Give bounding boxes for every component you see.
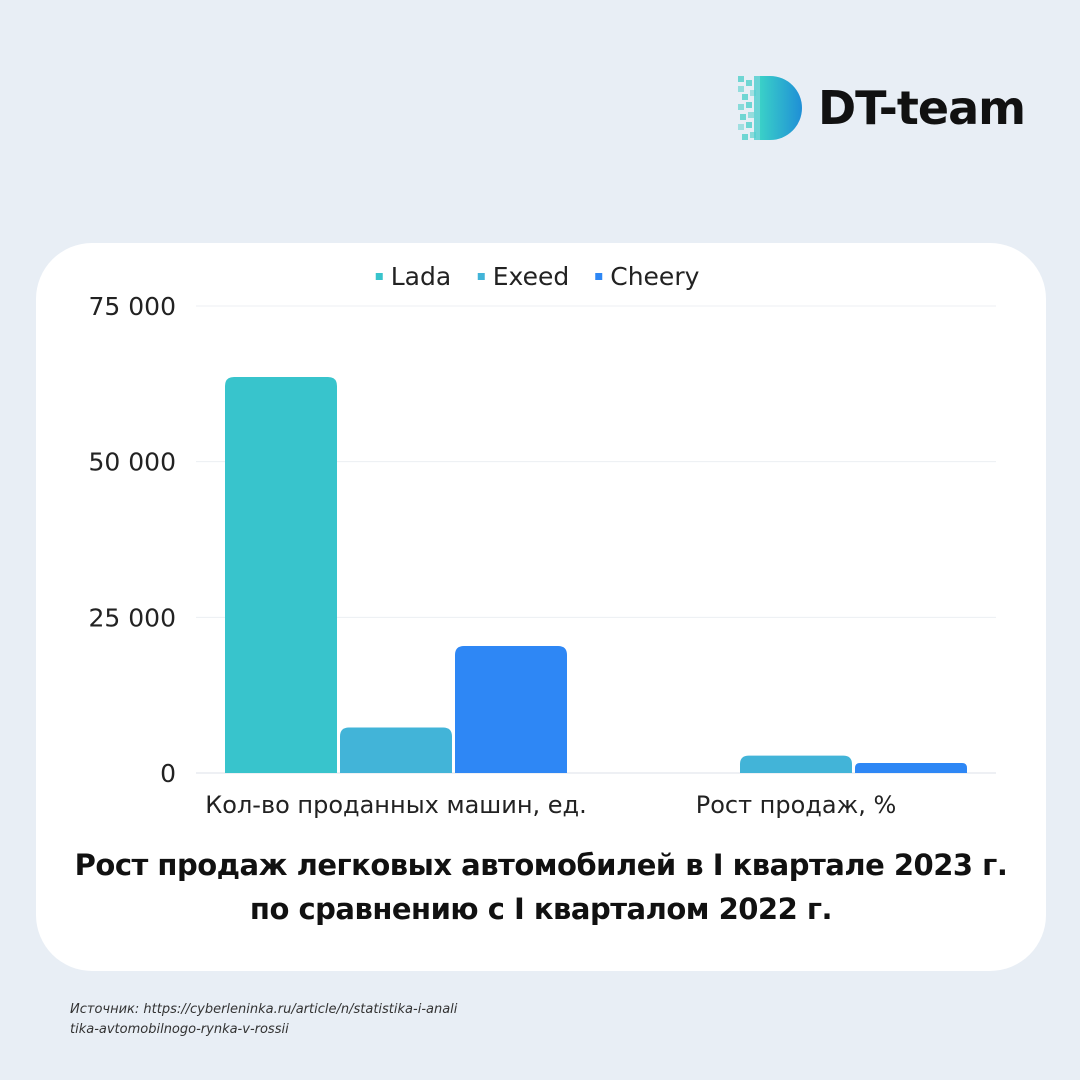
y-tick-label: 50 000	[89, 448, 176, 477]
legend-label: Cheery	[610, 262, 699, 291]
legend-marker	[375, 273, 383, 280]
brand-name: DT-team	[818, 81, 1026, 135]
x-category-label: Кол-во проданных машин, ед.	[205, 791, 587, 819]
chart-title: Рост продаж легковых автомобилей в I ква…	[36, 843, 1046, 931]
bar-chart: 0 25 000 50 000 75 000 Кол-во проданных маши…	[89, 262, 996, 819]
source-line-2: tika-avtomobilnogo-rynka-v-rossii	[70, 1022, 289, 1037]
y-tick-label: 25 000	[89, 603, 176, 632]
chart-title-line-2: по сравнению с I кварталом 2022 г.	[249, 892, 833, 926]
x-category-label: Рост продаж, %	[696, 791, 897, 819]
bar-cheery	[855, 763, 967, 773]
legend-marker	[595, 273, 603, 280]
dt-logo-icon	[738, 76, 802, 140]
chart-card: 0 25 000 50 000 75 000 Кол-во проданных маши…	[36, 243, 1046, 971]
legend-label: Exeed	[493, 262, 569, 291]
y-tick-label: 75 000	[89, 292, 176, 321]
legend-label: Lada	[391, 262, 451, 291]
bar-exeed	[740, 755, 852, 773]
source-note: Источник: https://cyberleninka.ru/articl…	[70, 1000, 540, 1040]
brand-logo: DT-team	[736, 74, 1026, 142]
bar-lada	[225, 376, 337, 773]
legend-marker	[477, 273, 485, 280]
chart-title-line-1: Рост продаж легковых автомобилей в I ква…	[74, 848, 1008, 882]
bar-exeed	[340, 727, 452, 773]
source-line-1: Источник: https://cyberleninka.ru/articl…	[70, 1002, 458, 1017]
bar-cheery	[455, 645, 567, 773]
y-tick-label: 0	[160, 759, 176, 788]
